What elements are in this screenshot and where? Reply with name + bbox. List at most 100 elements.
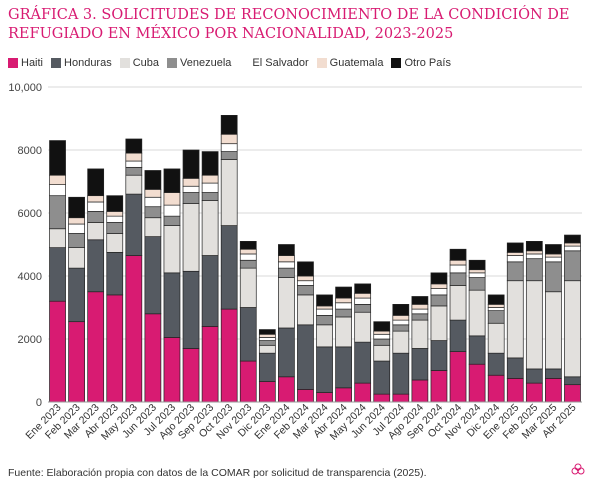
legend-label: Cuba bbox=[132, 57, 160, 69]
bar-segment bbox=[392, 324, 410, 332]
bar-stack bbox=[220, 114, 238, 403]
bar-segment bbox=[87, 168, 105, 197]
bar-segment bbox=[468, 335, 486, 365]
bar-segment bbox=[106, 233, 124, 253]
bar-segment bbox=[392, 304, 410, 316]
bar-segment bbox=[106, 252, 124, 296]
bar-segment bbox=[144, 236, 162, 315]
bar-segment bbox=[182, 178, 200, 187]
bar-segment bbox=[278, 277, 295, 329]
bar-segment bbox=[87, 195, 105, 203]
bar-segment bbox=[335, 302, 352, 310]
bar-segment bbox=[201, 182, 219, 193]
y-tick-label: 2000 bbox=[18, 334, 42, 346]
bar-segment bbox=[201, 151, 219, 176]
bar-stack bbox=[68, 196, 85, 403]
bar-segment bbox=[335, 286, 352, 299]
bar-segment bbox=[68, 247, 85, 269]
bar-segment bbox=[258, 337, 276, 341]
bar-stack bbox=[449, 248, 467, 403]
bar-segment bbox=[258, 352, 276, 382]
bar-segment bbox=[316, 315, 333, 326]
bar-segment bbox=[163, 337, 181, 403]
bar-segment bbox=[201, 200, 219, 256]
bar-segment bbox=[468, 269, 486, 274]
bar-segment bbox=[49, 184, 66, 197]
bar-segment bbox=[239, 360, 257, 403]
bar-segment bbox=[373, 333, 391, 340]
bar-segment bbox=[506, 261, 524, 282]
bar-segment bbox=[487, 294, 505, 305]
bar-segment bbox=[220, 133, 238, 145]
bar-segment bbox=[487, 304, 505, 308]
bar-stack bbox=[335, 286, 352, 403]
bar-segment bbox=[182, 185, 200, 193]
bar-segment bbox=[468, 363, 486, 403]
bar-segment bbox=[545, 244, 562, 255]
bar-segment bbox=[182, 192, 200, 204]
bar-segment bbox=[392, 393, 410, 403]
bar-segment bbox=[506, 255, 524, 263]
bar-segment bbox=[506, 252, 524, 256]
bar-stack bbox=[525, 241, 543, 403]
bar-segment bbox=[411, 348, 429, 381]
bar-segment bbox=[449, 259, 467, 266]
y-tick-label: 10,000 bbox=[8, 82, 42, 94]
bar-stack bbox=[201, 151, 219, 403]
bar-segment bbox=[106, 222, 124, 234]
bar-segment bbox=[297, 261, 314, 277]
bar-segment bbox=[525, 253, 543, 260]
bar-segment bbox=[68, 321, 85, 403]
bar-segment bbox=[487, 374, 505, 403]
bar-segment bbox=[49, 195, 66, 230]
bar-segment bbox=[163, 225, 181, 274]
legend-swatch bbox=[8, 58, 18, 68]
bar-segment bbox=[278, 244, 295, 256]
bar-segment bbox=[449, 351, 467, 403]
bar-segment bbox=[49, 247, 66, 302]
legend-label: Otro País bbox=[404, 57, 451, 69]
bar-segment bbox=[49, 174, 66, 185]
bar-segment bbox=[258, 340, 276, 346]
bar-segment bbox=[316, 324, 333, 348]
bar-segment bbox=[411, 319, 429, 349]
bar-segment bbox=[392, 315, 410, 321]
bar-segment bbox=[411, 313, 429, 321]
bar-segment bbox=[68, 223, 85, 234]
legend-swatch bbox=[167, 58, 178, 68]
bar-segment bbox=[106, 215, 124, 223]
bar-segment bbox=[163, 204, 181, 217]
bar-stack bbox=[239, 241, 257, 403]
bar-segment bbox=[125, 138, 143, 154]
bar-segment bbox=[278, 261, 295, 269]
bar-segment bbox=[506, 242, 524, 253]
bar-segment bbox=[430, 288, 448, 296]
bar-segment bbox=[506, 378, 524, 403]
bar-segment bbox=[487, 310, 505, 324]
bar-segment bbox=[411, 296, 429, 305]
bar-segment bbox=[125, 160, 143, 168]
bar-segment bbox=[239, 259, 257, 269]
bar-segment bbox=[449, 272, 467, 286]
bar-segment bbox=[545, 253, 562, 258]
legend-label: Guatemala bbox=[329, 57, 384, 69]
bar-segment bbox=[220, 143, 238, 152]
bar-segment bbox=[449, 248, 467, 261]
bar-segment bbox=[239, 307, 257, 362]
bar-stack bbox=[106, 195, 124, 403]
bar-segment bbox=[430, 340, 448, 371]
bar-segment bbox=[564, 242, 581, 247]
bar-segment bbox=[258, 381, 276, 403]
source-note: Fuente: Elaboración propia con datos de … bbox=[8, 467, 427, 479]
bar-segment bbox=[182, 348, 200, 403]
bar-segment bbox=[564, 245, 581, 252]
bar-segment bbox=[201, 326, 219, 403]
bar-stack bbox=[125, 138, 143, 403]
bar-segment bbox=[125, 166, 143, 176]
bar-segment bbox=[430, 272, 448, 285]
bar-segment bbox=[144, 313, 162, 403]
bar-segment bbox=[430, 283, 448, 289]
legend-item: Honduras bbox=[51, 57, 112, 69]
